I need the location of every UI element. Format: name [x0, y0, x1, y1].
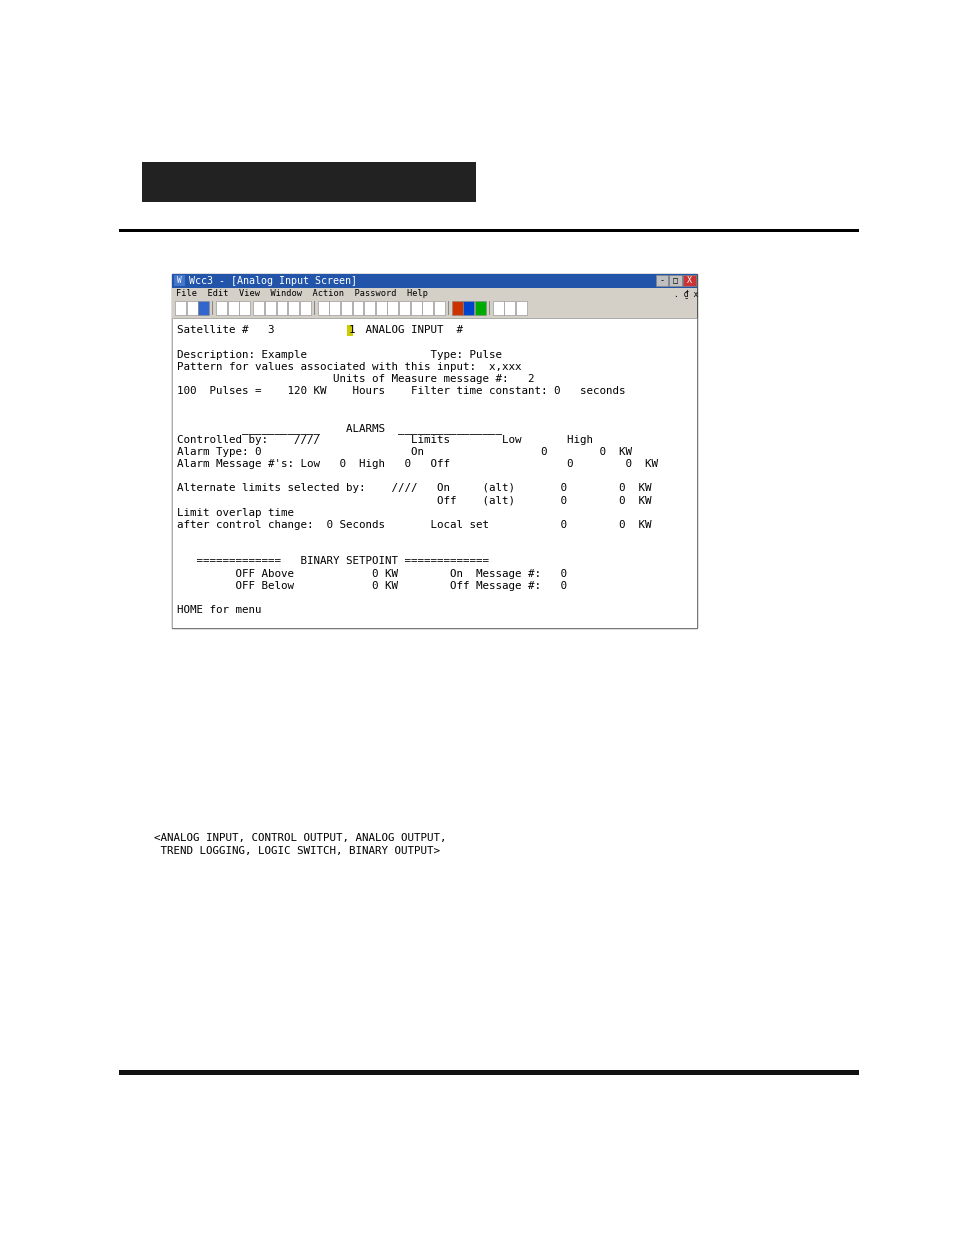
Text: Description: Example                   Type: Pulse: Description: Example Type: Pulse [177, 350, 502, 359]
Bar [353, 301, 363, 315]
Text: Off    (alt)       0        0  KW: Off (alt) 0 0 KW [177, 495, 651, 505]
Bar [142, 162, 476, 203]
Bar [119, 228, 858, 232]
Text: =============   BINARY SETPOINT =============: ============= BINARY SETPOINT ==========… [177, 557, 489, 567]
Text: Units of Measure message #:   2: Units of Measure message #: 2 [177, 374, 535, 384]
Bar [216, 301, 227, 315]
Text: Wcc3 - [Analog Input Screen]: Wcc3 - [Analog Input Screen] [189, 275, 356, 285]
Bar [239, 301, 250, 315]
Text: W: W [177, 277, 182, 285]
Text: ____________    ALARMS  ________________: ____________ ALARMS ________________ [177, 422, 502, 433]
Bar [276, 301, 287, 315]
Bar [174, 301, 186, 315]
Bar [172, 317, 697, 627]
Bar [172, 274, 697, 288]
Text: after control change:  0 Seconds       Local set           0        0  KW: after control change: 0 Seconds Local se… [177, 520, 651, 530]
Bar [172, 274, 697, 627]
Bar [387, 301, 397, 315]
Bar [228, 301, 238, 315]
Text: HOME for menu: HOME for menu [177, 605, 262, 615]
Bar [198, 301, 209, 315]
Bar [463, 301, 474, 315]
Bar [422, 301, 433, 315]
Text: OFF Below            0 KW        Off Message #:   0: OFF Below 0 KW Off Message #: 0 [177, 580, 567, 590]
Bar [475, 301, 485, 315]
Text: <ANALOG INPUT, CONTROL OUTPUT, ANALOG OUTPUT,: <ANALOG INPUT, CONTROL OUTPUT, ANALOG OU… [154, 834, 446, 844]
Bar [682, 275, 695, 287]
Text: -: - [659, 277, 663, 285]
Text: Pattern for values associated with this input:  x,xxx: Pattern for values associated with this … [177, 362, 521, 372]
Bar [410, 301, 421, 315]
Bar [375, 301, 386, 315]
Bar [655, 275, 667, 287]
Text: Alarm Message #'s: Low   0  High   0   Off                  0        0  KW: Alarm Message #'s: Low 0 High 0 Off 0 0 … [177, 459, 658, 469]
Text: OFF Above            0 KW        On  Message #:   0: OFF Above 0 KW On Message #: 0 [177, 568, 567, 579]
Bar [516, 301, 526, 315]
Bar [265, 301, 275, 315]
Bar [347, 325, 353, 336]
Bar [434, 301, 444, 315]
Bar [253, 301, 264, 315]
Text: TREND LOGGING, LOGIC SWITCH, BINARY OUTPUT>: TREND LOGGING, LOGIC SWITCH, BINARY OUTP… [154, 846, 439, 856]
Text: X: X [686, 277, 692, 285]
Text: 1: 1 [348, 325, 355, 335]
Bar [669, 275, 681, 287]
Bar [299, 301, 311, 315]
Bar [340, 301, 352, 315]
Text: File  Edit  View  Window  Action  Password  Help: File Edit View Window Action Password He… [175, 289, 427, 298]
Text: . ₫ x: . ₫ x [674, 289, 698, 298]
Bar [172, 288, 697, 299]
Bar [187, 301, 197, 315]
Bar [174, 275, 185, 287]
Text: Alarm Type: 0                       On                  0        0  KW: Alarm Type: 0 On 0 0 KW [177, 447, 632, 457]
Bar [398, 301, 410, 315]
Bar [288, 301, 298, 315]
Bar [504, 301, 515, 315]
Bar [172, 299, 697, 317]
Bar [452, 301, 462, 315]
Text: Limit overlap time: Limit overlap time [177, 508, 294, 517]
Bar [364, 301, 375, 315]
Text: Alternate limits selected by:    ////   On     (alt)       0        0  KW: Alternate limits selected by: //// On (a… [177, 483, 651, 494]
Bar [329, 301, 340, 315]
Bar [493, 301, 503, 315]
Bar [317, 301, 328, 315]
Bar [172, 317, 697, 627]
Text: 100  Pulses =    120 KW    Hours    Filter time constant: 0   seconds: 100 Pulses = 120 KW Hours Filter time co… [177, 387, 625, 396]
Text: Satellite #   3              ANALOG INPUT  #: Satellite # 3 ANALOG INPUT # [177, 325, 482, 335]
Text: Controlled by:    ////              Limits        Low       High: Controlled by: //// Limits Low High [177, 435, 593, 445]
Bar [119, 1070, 858, 1074]
Text: □: □ [673, 277, 678, 285]
